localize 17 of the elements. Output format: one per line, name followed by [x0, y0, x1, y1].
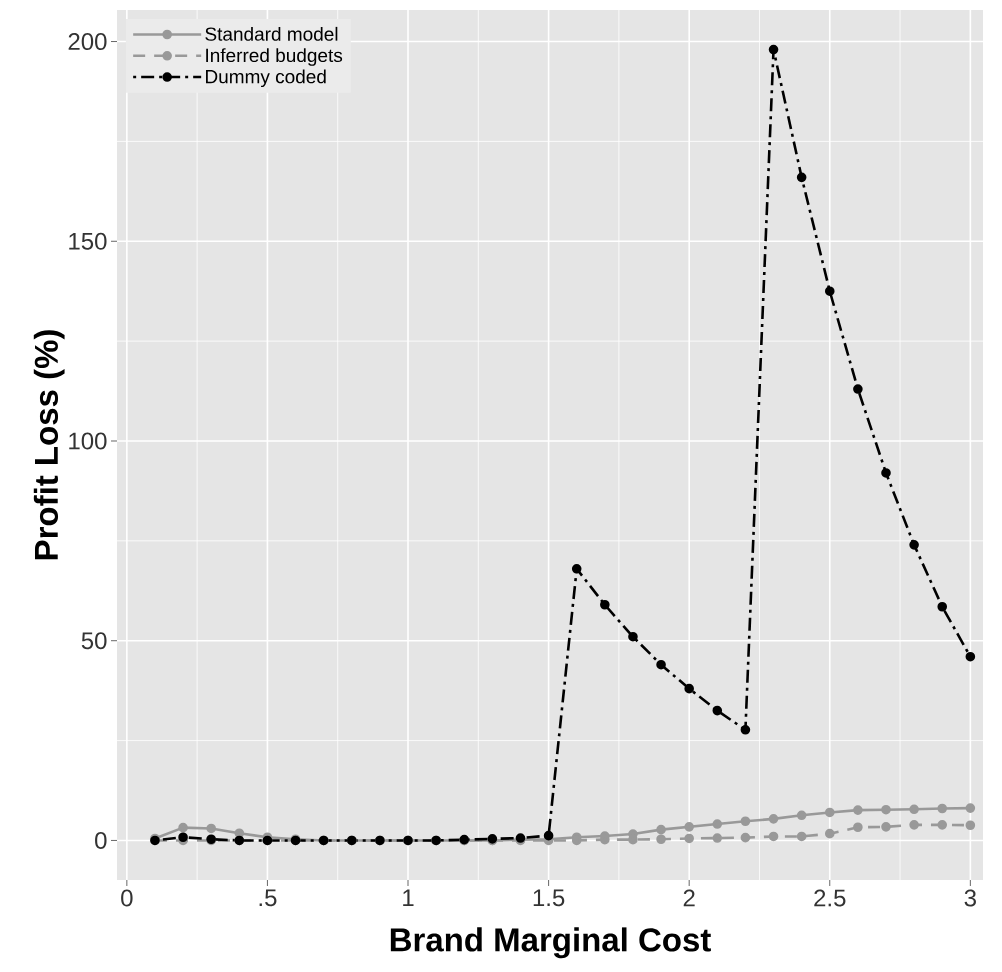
legend-label: Standard model — [205, 26, 338, 41]
y-tick-label: 200 — [68, 33, 107, 51]
x-tick-label: 1.5 — [533, 889, 565, 907]
y-axis-title: Profit Loss (%) — [33, 330, 65, 560]
legend-label: Dummy coded — [206, 69, 326, 88]
x-tick-label: .5 — [259, 889, 277, 907]
x-tick-label: 2.5 — [814, 889, 846, 907]
x-axis-title: Brand Marginal Cost — [390, 927, 711, 959]
x-tick-label: 1 — [403, 889, 414, 907]
y-tick-label: 150 — [69, 232, 107, 250]
y-tick-label: 100 — [69, 432, 107, 450]
x-tick-label: 0 — [121, 889, 133, 907]
x-tick-label: 3 — [964, 889, 976, 907]
legend-label: Inferred budgets — [206, 48, 343, 66]
y-tick-label: 50 — [81, 632, 107, 650]
y-tick-label: 0 — [95, 831, 107, 849]
x-tick-label: 2 — [683, 889, 695, 907]
